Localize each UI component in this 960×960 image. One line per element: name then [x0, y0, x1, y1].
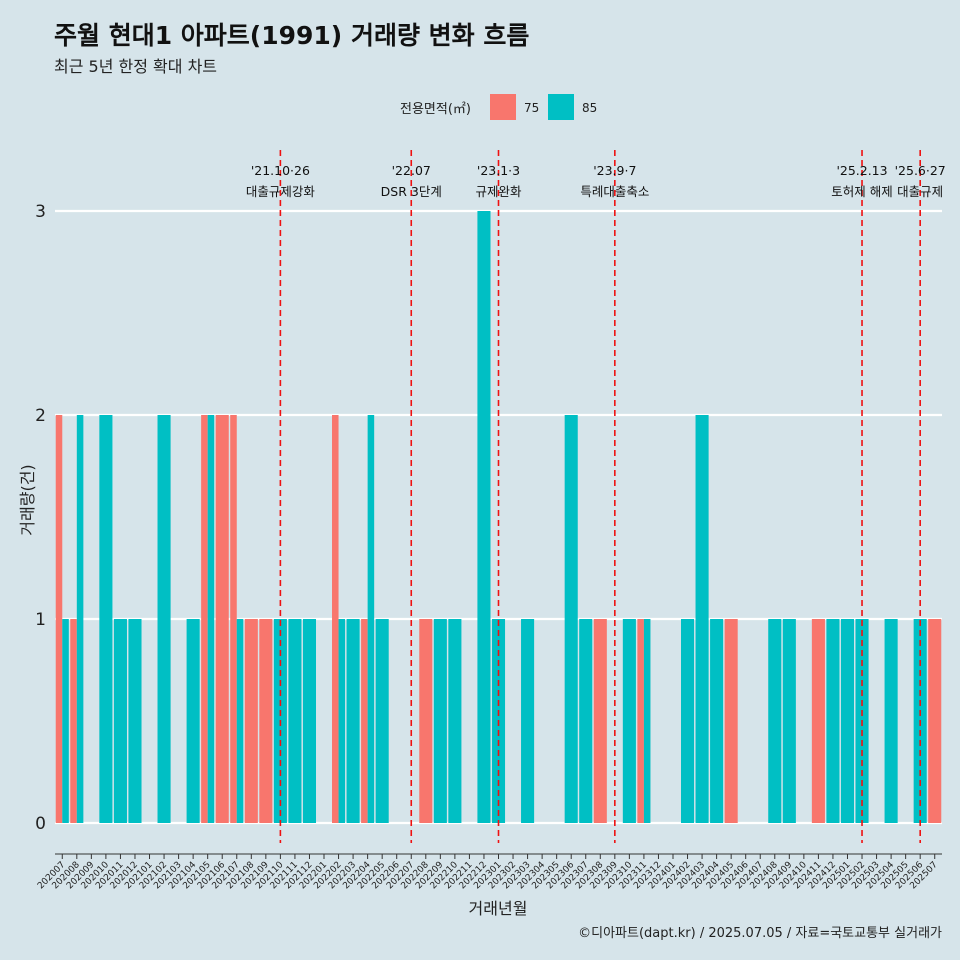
legend-label-75: 75 — [524, 101, 539, 115]
bar-75 — [811, 619, 825, 823]
bar-75 — [928, 619, 942, 823]
chart-subtitle: 최근 5년 한정 확대 차트 — [54, 57, 218, 76]
event-name-label: 규제완화 — [475, 184, 522, 199]
bar-85 — [782, 619, 796, 823]
event-name-label: DSR 3단계 — [381, 184, 442, 199]
y-tick-label: 2 — [35, 406, 46, 426]
bar-75 — [230, 415, 237, 823]
bar-75 — [70, 619, 77, 823]
event-name-label: 특례대출축소 — [580, 184, 649, 199]
event-date-label: '22.07 — [392, 163, 431, 178]
bar-75 — [593, 619, 607, 823]
bar-85 — [157, 415, 171, 823]
bar-85 — [622, 619, 636, 823]
chart-caption: ©디아파트(dapt.kr) / 2025.07.05 / 자료=국토교통부 실… — [578, 926, 942, 941]
y-tick-label: 1 — [35, 610, 46, 630]
bar-85 — [113, 619, 127, 823]
event-date-label: '25.6·27 — [895, 163, 946, 178]
bar-85 — [288, 619, 302, 823]
bar-85 — [884, 619, 898, 823]
bar-85 — [346, 619, 360, 823]
bar-85 — [477, 211, 491, 823]
bar-85 — [521, 619, 535, 823]
bar-85 — [826, 619, 840, 823]
bar-75 — [201, 415, 208, 823]
bar-85 — [128, 619, 142, 823]
bar-85 — [840, 619, 855, 823]
bar-85 — [375, 619, 389, 823]
bar-75 — [361, 619, 368, 823]
legend-swatch-85 — [548, 94, 574, 120]
y-tick-label: 0 — [35, 814, 46, 834]
bar-85 — [643, 619, 651, 823]
bar-75 — [259, 619, 273, 823]
bar-85 — [62, 619, 69, 823]
bar-85 — [76, 415, 84, 823]
event-date-label: '25.2.13 — [836, 163, 887, 178]
y-axis-title: 거래량(건) — [18, 464, 37, 535]
bar-85 — [207, 415, 215, 823]
bar-85 — [579, 619, 593, 823]
bar-75 — [244, 619, 258, 823]
bar-85 — [710, 619, 724, 823]
x-axis-title: 거래년월 — [469, 899, 528, 918]
legend-title: 전용면적(㎡) — [400, 102, 471, 117]
bar-85 — [338, 619, 346, 823]
bar-75 — [332, 415, 339, 823]
bar-85 — [236, 619, 244, 823]
bar-75 — [637, 619, 644, 823]
bar-85 — [448, 619, 462, 823]
bar-85 — [367, 415, 375, 823]
bar-85 — [302, 619, 317, 823]
bar-85 — [186, 619, 200, 823]
event-date-label: '23.9·7 — [593, 163, 636, 178]
bar-85 — [695, 415, 709, 823]
event-date-label: '23.1·3 — [477, 163, 520, 178]
bar-85 — [99, 415, 113, 823]
event-name-label: 대출규제 — [897, 184, 943, 199]
event-date-label: '21.10·26 — [251, 163, 310, 178]
bar-85 — [433, 619, 447, 823]
bar-75 — [419, 619, 433, 823]
legend-swatch-75 — [490, 94, 516, 120]
bar-75 — [215, 415, 229, 823]
event-name-label: 토허제 해제 — [831, 184, 892, 199]
bar-85 — [768, 619, 782, 823]
bar-85 — [564, 415, 578, 823]
chart-title: 주월 현대1 아파트(1991) 거래량 변화 흐름 — [54, 21, 530, 50]
legend-label-85: 85 — [582, 101, 597, 115]
y-tick-label: 3 — [35, 202, 46, 222]
event-name-label: 대출규제강화 — [246, 184, 316, 199]
bar-75 — [55, 415, 63, 823]
bar-75 — [724, 619, 738, 823]
bar-85 — [680, 619, 695, 823]
